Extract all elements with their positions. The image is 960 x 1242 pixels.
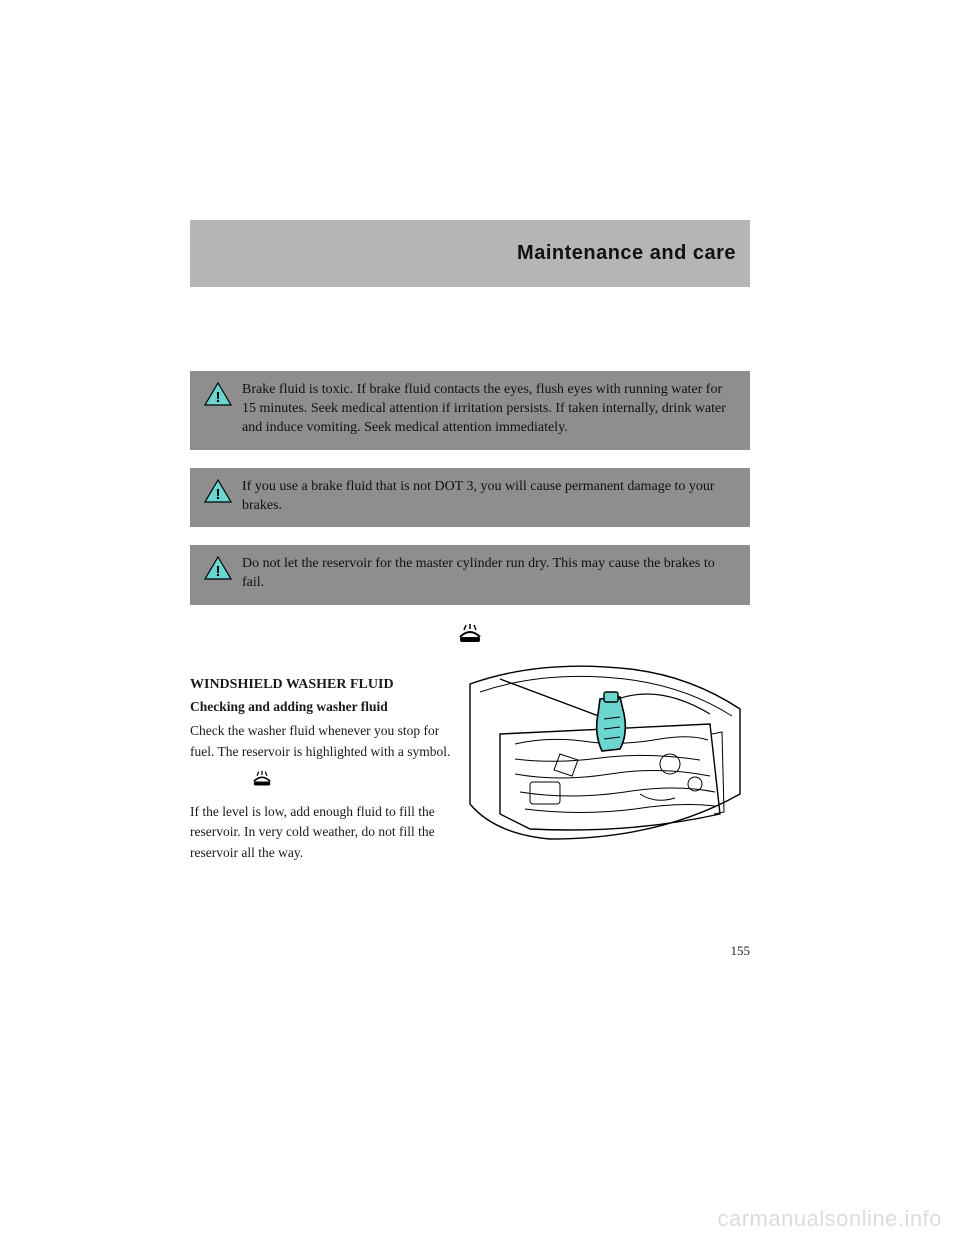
- washer-icon: [190, 623, 750, 650]
- warning-icon: !: [204, 479, 232, 510]
- section-body-2: If the level is low, add enough fluid to…: [190, 802, 452, 863]
- washer-icon: [250, 770, 452, 794]
- warning-box-2: ! If you use a brake fluid that is not D…: [190, 468, 750, 528]
- warning-icon: !: [204, 382, 232, 413]
- warning-text-2: If you use a brake fluid that is not DOT…: [242, 478, 736, 516]
- section-body: Check the washer fluid whenever you stop…: [190, 721, 452, 762]
- watermark: carmanualsonline.info: [717, 1206, 942, 1232]
- warning-text-1: Brake fluid is toxic. If brake fluid con…: [242, 381, 736, 438]
- warning-box-1: ! Brake fluid is toxic. If brake fluid c…: [190, 371, 750, 450]
- section-title: WINDSHIELD WASHER FLUID: [190, 674, 452, 695]
- engine-bay-diagram: [460, 664, 750, 844]
- page-header: Maintenance and care: [190, 220, 750, 287]
- warning-text-3: Do not let the reservoir for the master …: [242, 555, 736, 593]
- svg-text:!: !: [216, 563, 221, 580]
- washer-reservoir-highlight: [597, 692, 626, 751]
- section-subtitle: Checking and adding washer fluid: [190, 697, 452, 717]
- svg-text:!: !: [216, 486, 221, 503]
- page-number: 155: [190, 943, 750, 959]
- warning-box-3: ! Do not let the reservoir for the maste…: [190, 545, 750, 605]
- svg-text:!: !: [216, 389, 221, 406]
- warning-icon: !: [204, 556, 232, 587]
- header-title: Maintenance and care: [517, 242, 736, 264]
- washer-fluid-section: WINDSHIELD WASHER FLUID Checking and add…: [190, 664, 750, 863]
